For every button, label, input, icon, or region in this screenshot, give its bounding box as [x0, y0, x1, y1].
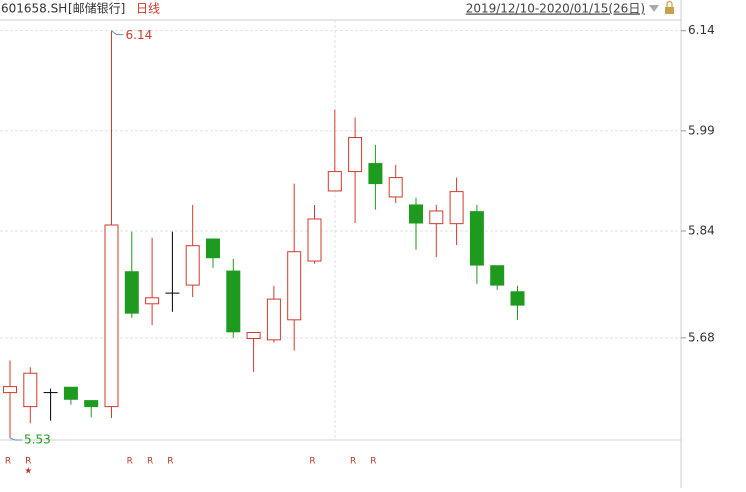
- lock-icon[interactable]: [665, 7, 674, 14]
- body: [327, 171, 342, 192]
- body: [63, 386, 78, 400]
- body: [307, 218, 322, 262]
- y-tick-label: 5.68: [688, 330, 715, 344]
- body: [429, 210, 444, 225]
- marker: R: [309, 457, 315, 467]
- body: [266, 298, 281, 341]
- marker: R: [147, 457, 153, 467]
- body: [388, 177, 403, 198]
- star-marker: ★: [24, 467, 32, 477]
- marker: R: [5, 457, 11, 467]
- dropdown-icon[interactable]: [649, 5, 659, 12]
- body: [185, 245, 200, 286]
- body: [206, 238, 220, 259]
- body: [246, 331, 261, 340]
- body: [409, 204, 423, 224]
- marker: R: [25, 457, 31, 467]
- body: [3, 386, 17, 394]
- lock-shackle: [666, 0, 673, 7]
- body: [510, 291, 525, 306]
- max-pointer: [111, 30, 124, 36]
- max-label: 6.14: [126, 28, 153, 42]
- body: [469, 211, 484, 266]
- period: 日线: [136, 2, 160, 16]
- stock-code: 601658.SH: [1, 2, 67, 16]
- body: [84, 400, 99, 408]
- marker: R: [370, 457, 376, 467]
- body: [348, 137, 363, 173]
- body: [23, 372, 38, 408]
- body: [226, 270, 241, 333]
- marker: R: [167, 457, 173, 467]
- body: [104, 224, 119, 408]
- stock-name: [邮储银行]: [68, 1, 125, 16]
- min-pointer: [9, 437, 22, 441]
- body: [490, 265, 505, 286]
- body: [287, 251, 302, 321]
- body: [368, 163, 383, 185]
- body: [145, 297, 160, 305]
- body: [124, 271, 139, 314]
- body: [449, 191, 464, 225]
- marker: R: [350, 457, 356, 467]
- marker: R: [127, 457, 133, 467]
- y-tick-label: 5.99: [688, 123, 715, 137]
- date-range[interactable]: 2019/12/10-2020/01/15(26日): [466, 2, 645, 16]
- y-tick-label: 5.84: [688, 224, 715, 238]
- y-tick-label: 6.14: [688, 23, 715, 37]
- min-label: 5.53: [24, 432, 51, 446]
